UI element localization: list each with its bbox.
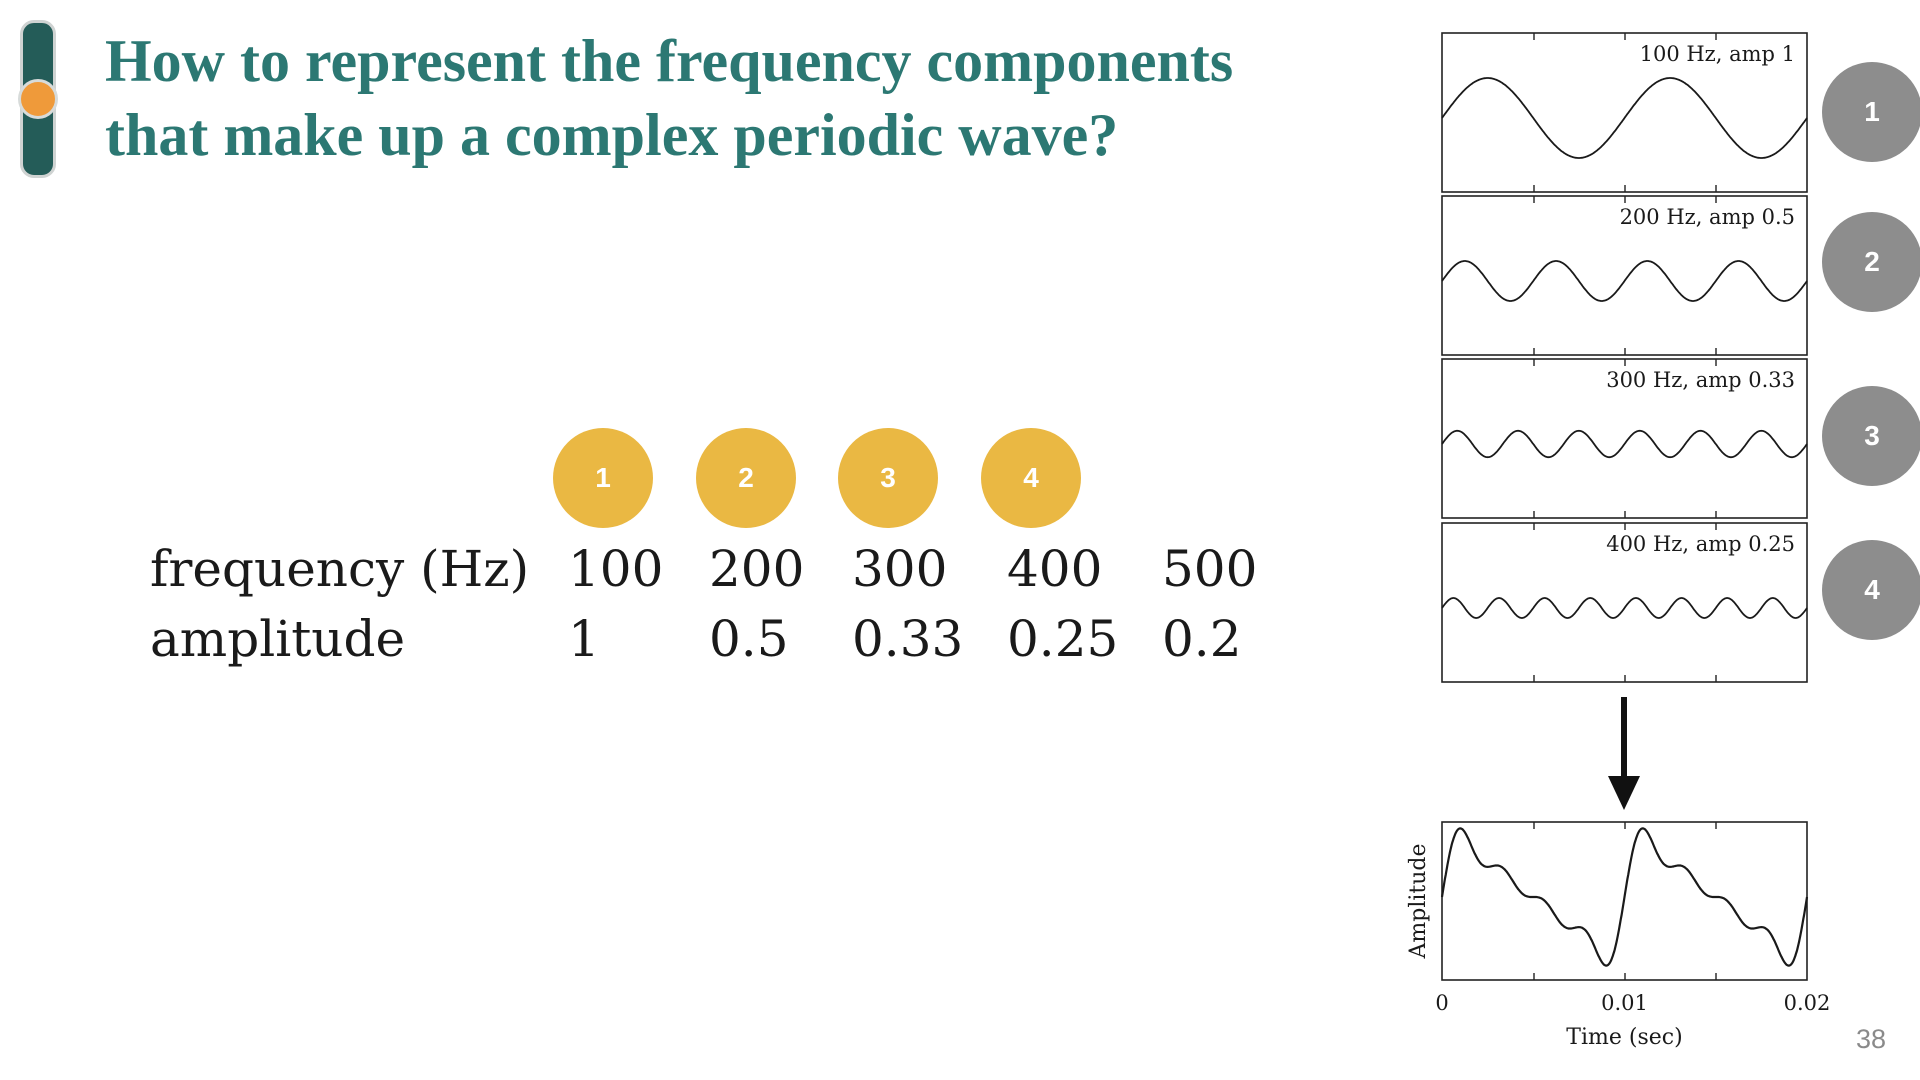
sum-wave <box>1440 827 1809 967</box>
table-badge-1: 1 <box>553 428 653 528</box>
component-label: 300 Hz, amp 0.33 <box>1606 368 1795 392</box>
table-badge-3: 3 <box>838 428 938 528</box>
frequency-row-label: frequency (Hz) <box>150 540 530 598</box>
title-line-2: that make up a complex periodic wave? <box>105 102 1119 168</box>
amplitude-cell: 0.2 <box>1162 610 1242 668</box>
x-tick-label: 0 <box>1435 991 1448 1015</box>
amplitude-row-label: amplitude <box>150 610 406 668</box>
frequency-cell: 200 <box>709 540 805 598</box>
table-badge-2: 2 <box>696 428 796 528</box>
x-tick-label: 0.01 <box>1601 991 1648 1015</box>
component-badge-1: 1 <box>1822 62 1920 162</box>
amplitude-cell: 0.25 <box>1007 610 1119 668</box>
page-number: 38 <box>1855 1024 1886 1054</box>
component-label: 400 Hz, amp 0.25 <box>1606 532 1795 556</box>
frequency-cell: 300 <box>852 540 948 598</box>
x-axis-label: Time (sec) <box>1566 1025 1682 1050</box>
sidebar-knob <box>18 79 58 119</box>
x-tick-label: 0.02 <box>1784 991 1831 1015</box>
frequency-cell: 100 <box>568 540 664 598</box>
component-label: 200 Hz, amp 0.5 <box>1620 205 1795 229</box>
component-badge-4: 4 <box>1822 540 1920 640</box>
component-wave <box>1441 597 1808 619</box>
table-badge-4: 4 <box>981 428 1081 528</box>
component-badge-3: 3 <box>1822 386 1920 486</box>
title-line-1: How to represent the frequency component… <box>105 28 1234 94</box>
amplitude-cell: 0.5 <box>709 610 789 668</box>
amplitude-cell: 0.33 <box>852 610 964 668</box>
frequency-cell: 400 <box>1007 540 1103 598</box>
component-label: 100 Hz, amp 1 <box>1640 42 1795 66</box>
arrow-head <box>1608 776 1640 810</box>
component-wave <box>1441 260 1808 302</box>
slide-title: How to represent the frequency component… <box>105 24 1405 172</box>
component-wave <box>1441 429 1808 459</box>
y-axis-label: Amplitude <box>1406 843 1431 959</box>
component-badge-2: 2 <box>1822 212 1920 312</box>
frequency-cell: 500 <box>1162 540 1258 598</box>
amplitude-cell: 1 <box>568 610 600 668</box>
component-wave <box>1441 77 1808 159</box>
